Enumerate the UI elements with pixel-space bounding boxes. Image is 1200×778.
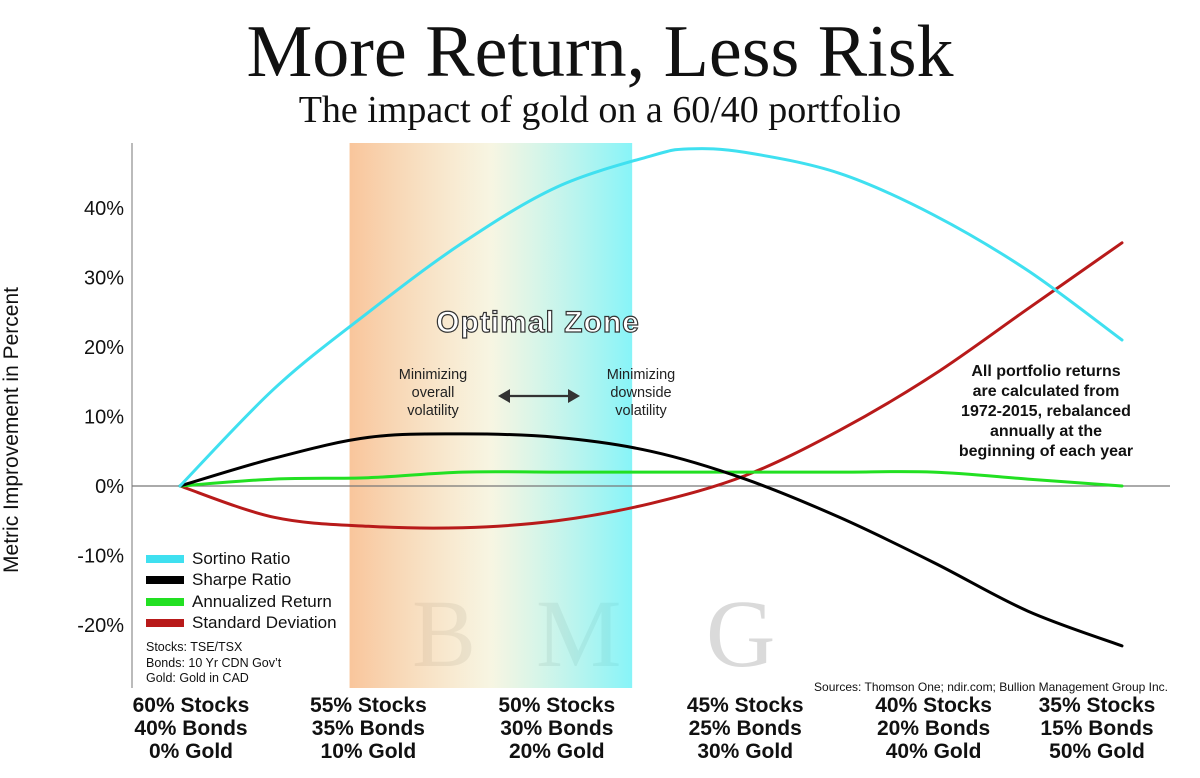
note-line: are calculated from bbox=[972, 383, 1120, 400]
y-tick-label: 40% bbox=[84, 198, 124, 220]
x-tick-line: 30% Gold bbox=[697, 740, 794, 763]
x-tick-line: 40% Bonds bbox=[134, 717, 248, 740]
zone-right-line: volatility bbox=[615, 403, 667, 419]
y-tick-label: -10% bbox=[77, 546, 124, 568]
zone-left-line: volatility bbox=[407, 403, 459, 419]
x-tick-line: 45% Stocks bbox=[686, 694, 804, 717]
optimal-zone-label: Optimal Zone bbox=[436, 305, 640, 339]
footnote-bonds: Bonds: 10 Yr CDN Gov’t bbox=[146, 655, 282, 670]
x-tick-line: 40% Gold bbox=[885, 740, 982, 763]
x-tick-line: 20% Bonds bbox=[876, 717, 991, 740]
legend: Sortino Ratio Sharpe Ratio Annualized Re… bbox=[146, 548, 337, 634]
series-line-standard-deviation bbox=[178, 241, 1124, 530]
x-tick-label: 40% Stocks 20% Bonds 40% Gold bbox=[839, 694, 1029, 763]
footnotes: Stocks: TSE/TSX Bonds: 10 Yr CDN Gov’t G… bbox=[146, 640, 281, 687]
x-tick-label: 60% Stocks 40% Bonds 0% Gold bbox=[96, 694, 286, 763]
note-line: beginning of each year bbox=[958, 443, 1134, 460]
x-tick-line: 50% Stocks bbox=[498, 694, 616, 717]
legend-swatch bbox=[146, 576, 184, 585]
x-tick-line: 35% Bonds bbox=[311, 717, 425, 740]
note-line: 1972-2015, rebalanced bbox=[961, 403, 1131, 420]
legend-label: Sharpe Ratio bbox=[192, 570, 292, 590]
y-tick-label: 30% bbox=[84, 268, 124, 290]
zone-right-line: Minimizing bbox=[606, 367, 676, 383]
footnote-gold: Gold: Gold in CAD bbox=[146, 671, 249, 685]
x-tick-line: 35% Stocks bbox=[1038, 694, 1156, 717]
legend-item-sortino: Sortino Ratio bbox=[146, 548, 337, 570]
watermark-letter-g: G bbox=[706, 580, 776, 687]
series-line-sharpe-ratio bbox=[178, 432, 1124, 648]
optimal-zone-band bbox=[349, 143, 633, 688]
chart-title: More Return, Less Risk bbox=[246, 11, 954, 93]
chart-subtitle: The impact of gold on a 60/40 portfolio bbox=[298, 89, 902, 131]
zone-arrow-right-head bbox=[568, 389, 580, 403]
series-line-sortino-ratio bbox=[178, 147, 1124, 488]
y-tick-label: 10% bbox=[84, 407, 124, 429]
y-tick-label: 0% bbox=[95, 476, 124, 498]
x-tick-line: 10% Gold bbox=[320, 740, 417, 763]
legend-item-standard-deviation: Standard Deviation bbox=[146, 613, 337, 635]
x-tick-line: 25% Bonds bbox=[688, 717, 802, 740]
legend-item-sharpe: Sharpe Ratio bbox=[146, 570, 337, 592]
methodology-note: All portfolio returns are calculated fro… bbox=[928, 362, 1164, 462]
x-tick-line: 50% Gold bbox=[1049, 740, 1145, 763]
sources-note: Sources: Thomson One; ndir.com; Bullion … bbox=[814, 680, 1168, 694]
legend-label: Annualized Return bbox=[192, 591, 332, 611]
zone-arrow-left-head bbox=[498, 389, 510, 403]
x-tick-label: 55% Stocks 35% Bonds 10% Gold bbox=[273, 694, 463, 763]
legend-swatch bbox=[146, 597, 184, 606]
y-axis-label: Metric Improvement in Percent bbox=[0, 287, 23, 573]
x-tick-label: 50% Stocks 30% Bonds 20% Gold bbox=[462, 694, 652, 763]
note-line: All portfolio returns bbox=[971, 363, 1121, 380]
zone-left-line: overall bbox=[411, 385, 455, 401]
zone-left-line: Minimizing bbox=[398, 367, 468, 383]
x-tick-line: 15% Bonds bbox=[1040, 717, 1154, 740]
x-tick-line: 0% Gold bbox=[148, 740, 233, 763]
x-tick-line: 60% Stocks bbox=[132, 694, 250, 717]
y-tick-label: 20% bbox=[84, 337, 124, 359]
zone-right-text: Minimizing downside volatility bbox=[586, 366, 696, 420]
x-tick-label: 35% Stocks 15% Bonds 50% Gold bbox=[1002, 694, 1192, 763]
zone-left-text: Minimizing overall volatility bbox=[380, 366, 486, 420]
x-tick-line: 20% Gold bbox=[508, 740, 605, 763]
x-tick-line: 55% Stocks bbox=[310, 694, 427, 717]
legend-swatch bbox=[146, 619, 184, 628]
series-line-annualized-return bbox=[178, 470, 1124, 488]
x-tick-label: 45% Stocks 25% Bonds 30% Gold bbox=[650, 694, 840, 763]
y-tick-label: -20% bbox=[77, 615, 124, 637]
x-tick-line: 40% Stocks bbox=[875, 694, 992, 717]
x-tick-line: 30% Bonds bbox=[500, 717, 614, 740]
legend-label: Standard Deviation bbox=[192, 613, 337, 633]
legend-item-annualized-return: Annualized Return bbox=[146, 591, 337, 613]
note-line: annually at the bbox=[989, 423, 1103, 440]
footnote-stocks: Stocks: TSE/TSX bbox=[146, 640, 243, 654]
legend-label: Sortino Ratio bbox=[192, 548, 291, 568]
zone-right-line: downside bbox=[610, 385, 672, 401]
legend-swatch bbox=[146, 554, 184, 563]
